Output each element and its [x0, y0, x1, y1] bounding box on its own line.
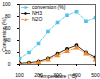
svg-text:20: 20: [4, 49, 11, 56]
svg-text:Temperature (°C): Temperature (°C): [38, 73, 77, 79]
svg-text:500: 500: [91, 72, 100, 78]
svg-text:80: 80: [4, 13, 11, 20]
html-text:conversion (%): conversion (%): [32, 4, 66, 10]
svg-text:60: 60: [4, 25, 11, 32]
html-text:N2O: N2O: [32, 16, 43, 22]
svg-text:0: 0: [8, 61, 11, 67]
html-text:NH3: NH3: [32, 10, 42, 16]
svg-text:40: 40: [4, 37, 11, 44]
svg-text:100: 100: [2, 1, 11, 7]
svg-text:Conversion (%): Conversion (%): [1, 17, 7, 52]
svg-text:100: 100: [15, 72, 24, 78]
